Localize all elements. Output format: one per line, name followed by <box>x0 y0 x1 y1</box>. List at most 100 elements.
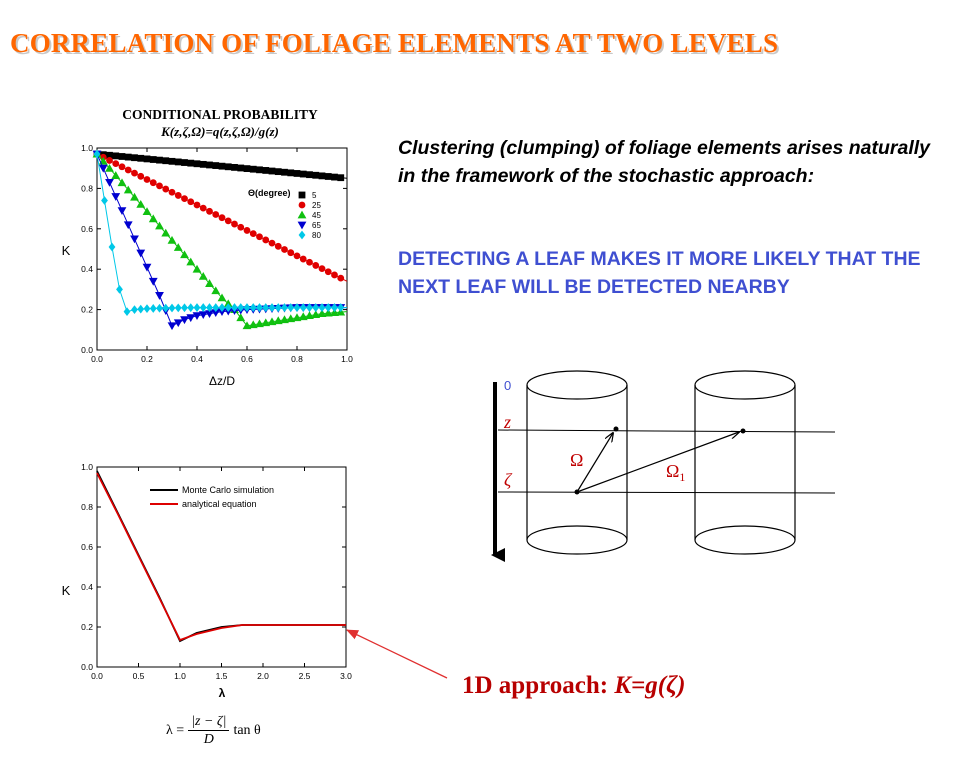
data-point <box>198 311 208 320</box>
lambda-lhs: λ = <box>166 723 185 738</box>
data-point <box>174 192 182 199</box>
cylinder-right <box>694 370 796 555</box>
data-point <box>117 207 127 216</box>
data-point <box>130 192 139 201</box>
data-point <box>161 228 171 237</box>
data-point <box>173 243 183 251</box>
x-tick-label: 0.2 <box>141 354 153 364</box>
data-point <box>212 162 220 169</box>
cylinder-left <box>526 370 628 555</box>
data-point <box>162 185 170 193</box>
data-point <box>243 303 251 312</box>
data-point <box>211 309 221 318</box>
data-point <box>137 304 145 314</box>
y-tick-label: 1.0 <box>81 462 93 472</box>
data-point <box>218 162 226 170</box>
data-point <box>174 303 182 313</box>
y-tick-label: 0.0 <box>81 345 93 355</box>
data-point <box>249 230 257 237</box>
y-tick-label: 0.2 <box>81 622 93 632</box>
data-point <box>317 309 327 318</box>
series-80 <box>93 149 347 317</box>
data-point <box>262 167 270 174</box>
x-axis-label: λ <box>219 686 226 700</box>
data-point <box>287 249 295 257</box>
data-point <box>187 303 195 313</box>
data-point <box>331 271 338 279</box>
data-point <box>268 167 276 175</box>
data-point <box>156 156 163 164</box>
legend-label: analytical equation <box>182 499 257 509</box>
one-d-approach-label: 1D approach: K=g(ζ) <box>462 672 686 699</box>
data-point <box>131 169 138 177</box>
data-point <box>311 310 321 319</box>
data-point <box>331 303 338 312</box>
data-point <box>206 303 213 312</box>
data-point <box>293 252 301 260</box>
data-point <box>281 303 288 312</box>
data-point <box>180 316 189 325</box>
data-point <box>256 303 263 312</box>
x-tick-label: 1.0 <box>341 354 353 364</box>
series-line-0 <box>96 470 346 643</box>
series-line-1 <box>96 472 346 642</box>
plot-frame <box>96 466 347 668</box>
z-label: z <box>503 412 511 432</box>
data-point <box>173 319 183 328</box>
data-point <box>105 164 114 172</box>
data-point <box>217 293 227 302</box>
leaf-point-left <box>613 426 619 432</box>
data-point <box>224 303 232 312</box>
data-point <box>262 236 270 244</box>
data-point <box>136 200 146 208</box>
data-point <box>181 303 188 313</box>
data-point <box>318 172 326 180</box>
data-point <box>156 303 163 313</box>
data-point <box>280 315 289 324</box>
data-point <box>243 165 251 173</box>
data-point <box>98 164 108 173</box>
data-point <box>299 170 307 178</box>
data-point <box>323 308 333 317</box>
data-point <box>274 303 282 312</box>
legend-label: Monte Carlo simulation <box>182 485 274 495</box>
data-point <box>331 173 338 181</box>
data-point <box>268 303 276 312</box>
lambda-formula: λ = |z − ζ| D tan θ <box>166 714 261 748</box>
data-point <box>237 223 245 231</box>
legend-label: 80 <box>312 231 321 240</box>
leaf-point-right <box>740 428 746 434</box>
data-point <box>236 313 246 322</box>
data-point <box>124 153 132 161</box>
data-point <box>116 285 123 294</box>
data-point <box>124 166 132 174</box>
data-point <box>148 277 158 286</box>
data-point <box>118 153 126 160</box>
data-point <box>337 174 345 182</box>
chart1-subtitle: K(z,ζ,Ω)=q(z,ζ,Ω)/g(z) <box>161 124 279 139</box>
legend-marker <box>297 210 307 219</box>
data-point <box>180 250 189 259</box>
legend-label: 45 <box>312 211 321 220</box>
data-point <box>212 211 220 218</box>
x-tick-label: 1.5 <box>216 671 228 681</box>
data-point <box>287 303 295 312</box>
data-point <box>337 303 345 312</box>
data-point <box>130 235 139 244</box>
data-point <box>262 303 270 312</box>
x-tick-label: 1.0 <box>174 671 186 681</box>
lambda-rhs: tan θ <box>233 723 261 738</box>
conditional-probability-chart: 0.0 0.2 0.4 0.6 0.8 1.0 0.0 0.2 0.4 0.6 0.8 1.0 Δz/D… <box>62 143 354 388</box>
z-level-line <box>497 429 836 433</box>
series-25 <box>93 150 348 282</box>
data-point <box>330 308 339 317</box>
data-point <box>112 160 120 168</box>
data-point <box>186 257 196 266</box>
zeta-level-line <box>497 491 836 494</box>
data-point <box>162 303 170 313</box>
data-point <box>306 171 313 179</box>
zeta-label: ζ <box>504 470 513 490</box>
omega1-label: Ω1 <box>666 461 685 484</box>
data-point <box>312 171 320 179</box>
data-point <box>237 303 245 312</box>
